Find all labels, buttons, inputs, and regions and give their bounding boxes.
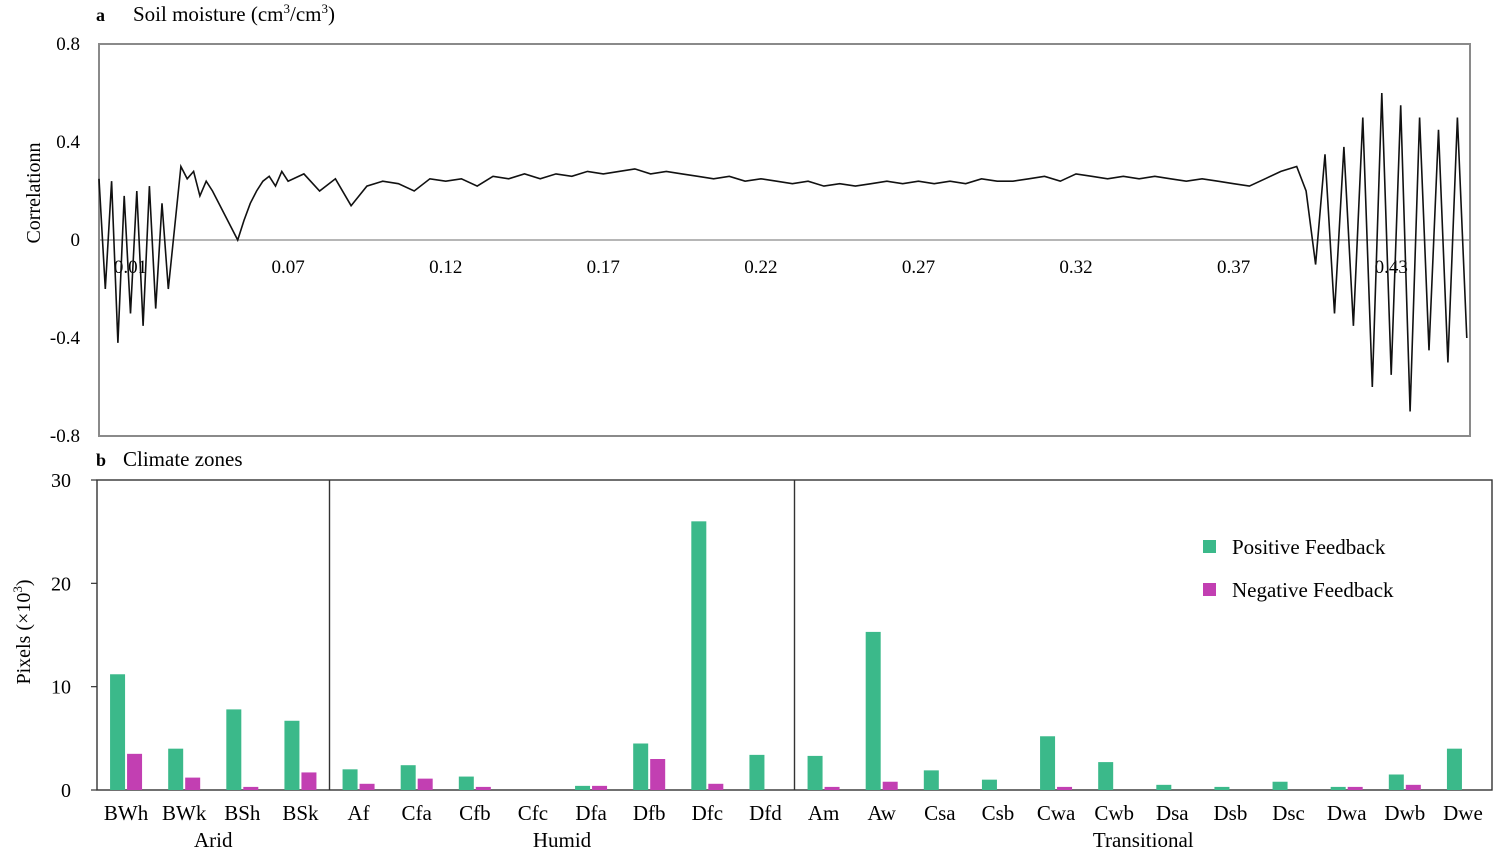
bar-positive (1388, 774, 1404, 790)
bar-category-label: Cfb (459, 801, 491, 825)
bar-negative (475, 786, 491, 790)
bar-positive (110, 674, 126, 790)
group-label: Humid (533, 828, 592, 852)
bar-category-label: Dfc (692, 801, 723, 825)
bar-category-label: BWk (162, 801, 207, 825)
bar-category-label: Dwb (1384, 801, 1425, 825)
bar-category-label: Af (347, 801, 369, 825)
bar-positive (458, 776, 474, 790)
bar-negative (592, 785, 608, 790)
bar-positive (226, 709, 242, 790)
line-ytick-label: -0.4 (50, 328, 81, 349)
bar-positive (342, 769, 358, 790)
bar-negative (824, 786, 840, 790)
bar-positive (284, 720, 300, 790)
bar-ytick-label: 20 (51, 573, 71, 595)
bar-negative (301, 772, 317, 790)
line-xtick-label: 0.01 (114, 257, 147, 278)
bar-category-label: Dsa (1156, 801, 1189, 825)
bar-negative (417, 778, 433, 790)
bar-category-label: Dsb (1214, 801, 1248, 825)
legend-swatch (1203, 583, 1216, 596)
bar-category-label: Cfc (518, 801, 548, 825)
bar-category-label: Aw (867, 801, 896, 825)
bar-positive (691, 521, 707, 790)
bar-category-label: Dfd (749, 801, 782, 825)
bar-category-label: BWh (104, 801, 149, 825)
bar-negative (1347, 786, 1363, 790)
bar-negative (882, 781, 898, 790)
line-xtick-label: 0.32 (1059, 257, 1092, 278)
line-ytick-label: 0 (71, 230, 81, 251)
bar-positive (1156, 784, 1172, 790)
panel-b-title: Climate zones (123, 447, 243, 471)
line-chart-ylabel: Correlationn (23, 142, 45, 243)
group-label: Transitional (1093, 828, 1194, 852)
bar-positive (1214, 786, 1230, 790)
bar-positive (923, 770, 939, 790)
bar-category-label: Csa (924, 801, 956, 825)
panel-b-letter: b (96, 450, 106, 470)
bar-positive (807, 755, 823, 790)
line-xtick-label: 0.12 (429, 257, 462, 278)
bar-category-label: Cwb (1094, 801, 1134, 825)
bar-negative (127, 753, 143, 790)
bar-negative (1057, 786, 1073, 790)
line-ytick-label: 0.8 (56, 34, 80, 55)
bar-category-label: Dsc (1272, 801, 1305, 825)
line-xtick-label: 0.07 (271, 257, 304, 278)
line-xtick-label: 0.43 (1375, 257, 1408, 278)
correlation-line (98, 92, 1468, 412)
bar-positive (1330, 786, 1346, 790)
bar-category-label: Csb (982, 801, 1015, 825)
bar-category-label: Cfa (402, 801, 433, 825)
bar-positive (1272, 781, 1288, 790)
line-xtick-label: 0.27 (902, 257, 935, 278)
bar-chart-ylabel: Pixels (×103) (10, 579, 35, 684)
bar-ytick-label: 0 (61, 780, 71, 802)
bar-positive (633, 743, 649, 790)
bar-positive (865, 631, 881, 790)
panel-a-title: Soil moisture (cm3/cm3) (133, 1, 335, 26)
bar-positive (168, 748, 184, 790)
bar-negative (650, 759, 666, 790)
line-ytick-label: 0.4 (56, 132, 80, 153)
bar-negative (359, 783, 375, 790)
bar-category-label: BSk (282, 801, 319, 825)
bar-positive (1098, 762, 1114, 790)
line-ytick-label: -0.8 (50, 426, 80, 447)
bar-positive (981, 779, 997, 790)
line-xtick-label: 0.17 (587, 257, 620, 278)
bar-positive (400, 765, 416, 790)
panel-a-letter: a (96, 5, 105, 25)
bar-category-label: Dwa (1327, 801, 1367, 825)
bar-positive (1040, 736, 1056, 790)
bar-negative (185, 777, 201, 790)
bar-category-label: Dwe (1443, 801, 1483, 825)
legend-label: Negative Feedback (1232, 578, 1394, 602)
bar-negative (708, 783, 724, 790)
bar-negative (1405, 784, 1421, 790)
bar-category-label: BSh (224, 801, 261, 825)
line-xtick-label: 0.37 (1217, 257, 1250, 278)
bar-category-label: Cwa (1037, 801, 1076, 825)
bar-category-label: Dfa (575, 801, 607, 825)
bar-category-label: Dfb (633, 801, 666, 825)
bar-ytick-label: 30 (51, 470, 71, 492)
bar-category-label: Am (808, 801, 840, 825)
bar-positive (575, 785, 591, 790)
bar-ytick-label: 10 (51, 677, 71, 699)
bar-negative (243, 786, 259, 790)
line-xtick-label: 0.22 (744, 257, 777, 278)
bar-positive (1446, 748, 1462, 790)
group-label: Arid (194, 828, 233, 852)
bar-positive (749, 754, 765, 790)
legend-swatch (1203, 540, 1216, 553)
legend-label: Positive Feedback (1232, 535, 1386, 559)
